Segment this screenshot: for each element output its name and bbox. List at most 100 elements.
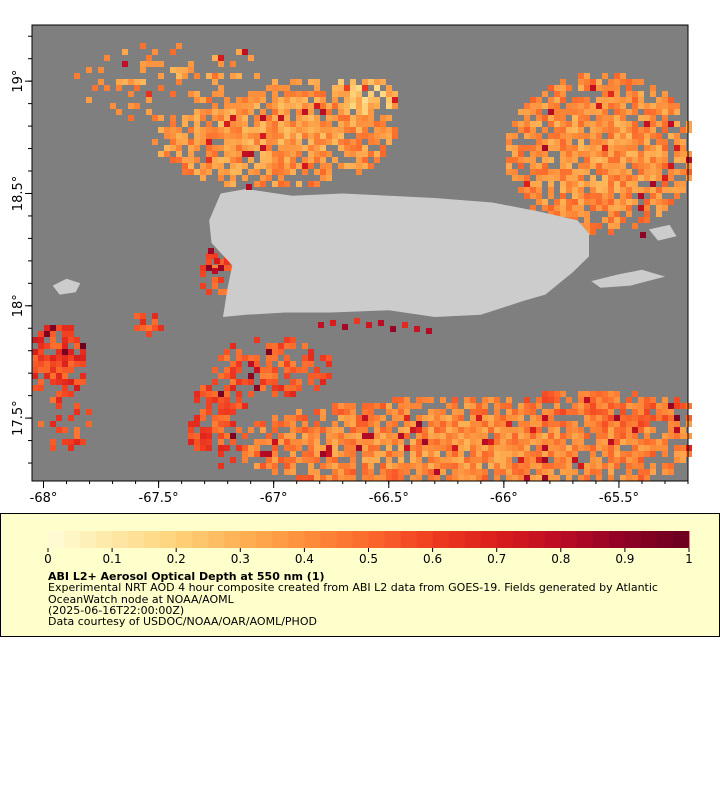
- aod-pixel: [614, 175, 620, 181]
- aod-pixel: [536, 109, 542, 115]
- aod-pixel: [440, 463, 446, 469]
- aod-pixel: [332, 85, 338, 91]
- aod-pixel: [356, 421, 362, 427]
- aod-pixel: [332, 469, 338, 475]
- aod-pixel: [500, 415, 506, 421]
- aod-pixel: [578, 475, 584, 481]
- aod-pixel: [338, 433, 344, 439]
- aod-pixel: [596, 115, 602, 121]
- aod-pixel: [332, 457, 338, 463]
- aod-pixel: [644, 415, 650, 421]
- aod-pixel: [668, 433, 674, 439]
- aod-pixel: [536, 151, 542, 157]
- lat-tick-label: 19°: [11, 70, 26, 93]
- aod-pixel: [344, 103, 350, 109]
- lon-tick-label: -67.5°: [139, 491, 179, 506]
- aod-pixel: [644, 121, 650, 127]
- aod-pixel: [326, 433, 332, 439]
- aod-pixel: [626, 109, 632, 115]
- aod-pixel: [428, 427, 434, 433]
- aod-pixel: [536, 145, 542, 151]
- aod-pixel: [560, 199, 566, 205]
- aod-pixel: [524, 193, 530, 199]
- aod-pixel: [224, 121, 230, 127]
- aod-pixel: [602, 199, 608, 205]
- aod-pixel: [284, 391, 290, 397]
- aod-pixel: [668, 409, 674, 415]
- map-plot-area[interactable]: [31, 24, 692, 482]
- aod-pixel: [584, 121, 590, 127]
- aod-pixel: [566, 397, 572, 403]
- aod-pixel: [632, 433, 638, 439]
- aod-pixel: [272, 355, 278, 361]
- aod-pixel: [290, 121, 296, 127]
- aod-pixel: [650, 427, 656, 433]
- aod-pixel: [188, 427, 194, 433]
- aod-pixel: [344, 97, 350, 103]
- aod-pixel: [230, 157, 236, 163]
- aod-pixel: [584, 475, 590, 481]
- colorbar-cell: [160, 531, 177, 548]
- aod-pixel: [356, 427, 362, 433]
- aod-pixel: [350, 445, 356, 451]
- aod-pixel: [530, 409, 536, 415]
- aod-pixel: [260, 139, 266, 145]
- aod-pixel: [368, 445, 374, 451]
- aod-pixel: [518, 409, 524, 415]
- aod-pixel: [638, 409, 644, 415]
- aod-pixel: [278, 169, 284, 175]
- aod-pixel: [506, 145, 512, 151]
- aod-pixel: [386, 451, 392, 457]
- aod-pixel: [296, 145, 302, 151]
- aod-pixel: [446, 457, 452, 463]
- aod-pixel: [518, 445, 524, 451]
- aod-pixel: [86, 409, 92, 415]
- aod-pixel: [272, 115, 278, 121]
- aod-pixel: [266, 439, 272, 445]
- aod-pixel: [68, 349, 74, 355]
- aod-pixel: [368, 163, 374, 169]
- aod-pixel: [74, 343, 80, 349]
- aod-pixel: [194, 397, 200, 403]
- aod-pixel: [326, 139, 332, 145]
- aod-pixel: [626, 457, 632, 463]
- aod-pixel: [602, 391, 608, 397]
- aod-pixel: [362, 475, 368, 481]
- aod-pixel: [332, 91, 338, 97]
- aod-pixel: [572, 433, 578, 439]
- aod-pixel: [458, 415, 464, 421]
- aod-pixel: [230, 433, 236, 439]
- aod-pixel: [650, 127, 656, 133]
- aod-pixel: [536, 469, 542, 475]
- aod-pixel: [656, 409, 662, 415]
- aod-pixel: [302, 115, 308, 121]
- aod-pixel: [536, 445, 542, 451]
- aod-pixel: [236, 97, 242, 103]
- aod-pixel: [290, 439, 296, 445]
- aod-pixel: [626, 415, 632, 421]
- aod-pixel: [548, 175, 554, 181]
- aod-pixel: [350, 463, 356, 469]
- aod-pixel: [242, 127, 248, 133]
- aod-pixel: [620, 187, 626, 193]
- aod-pixel: [200, 163, 206, 169]
- aod-pixel: [662, 445, 668, 451]
- aod-pixel: [140, 79, 146, 85]
- aod-pixel: [476, 475, 482, 481]
- aod-pixel: [320, 355, 326, 361]
- aod-pixel: [374, 451, 380, 457]
- aod-pixel: [200, 415, 206, 421]
- aod-pixel: [590, 85, 596, 91]
- aod-pixel: [584, 115, 590, 121]
- aod-pixel-layer: [32, 43, 692, 481]
- aod-pixel: [590, 181, 596, 187]
- aod-pixel: [644, 439, 650, 445]
- aod-pixel: [548, 439, 554, 445]
- aod-pixel: [656, 151, 662, 157]
- aod-pixel: [344, 139, 350, 145]
- aod-pixel: [212, 277, 218, 283]
- aod-pixel: [374, 127, 380, 133]
- aod-pixel: [362, 109, 368, 115]
- aod-pixel: [242, 151, 248, 157]
- aod-pixel: [626, 199, 632, 205]
